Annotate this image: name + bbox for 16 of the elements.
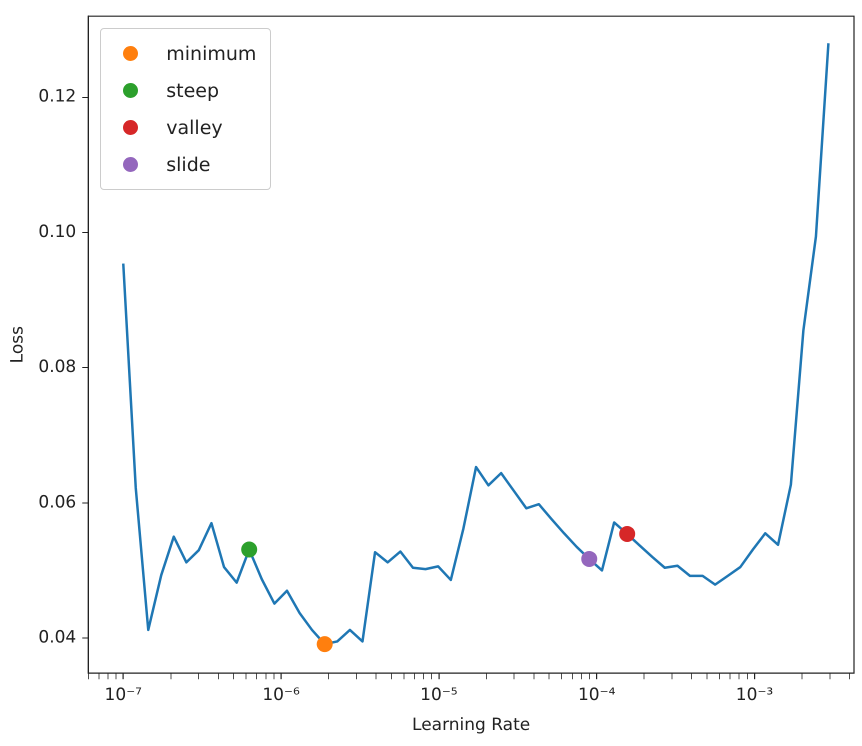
- legend-label: steep: [166, 80, 220, 102]
- y-tick-label: 0.08: [38, 357, 76, 378]
- legend-label: slide: [166, 154, 210, 176]
- x-tick-label: 10⁻⁴: [578, 684, 616, 705]
- y-tick-label: 0.12: [38, 86, 76, 107]
- x-axis-title: Learning Rate: [412, 715, 530, 736]
- x-tick-label: 10⁻⁶: [262, 684, 300, 705]
- legend-label: minimum: [166, 42, 256, 65]
- legend-label: valley: [166, 116, 223, 139]
- x-tick-label: 10⁻⁵: [420, 684, 458, 705]
- y-axis-title: Loss: [8, 326, 28, 364]
- x-tick-label: 10⁻³: [736, 684, 774, 705]
- y-tick-label: 0.06: [38, 492, 76, 512]
- x-tick-label: 10⁻⁷: [104, 684, 142, 705]
- y-tick-label: 0.04: [38, 627, 76, 648]
- y-tick-label: 0.10: [38, 222, 76, 242]
